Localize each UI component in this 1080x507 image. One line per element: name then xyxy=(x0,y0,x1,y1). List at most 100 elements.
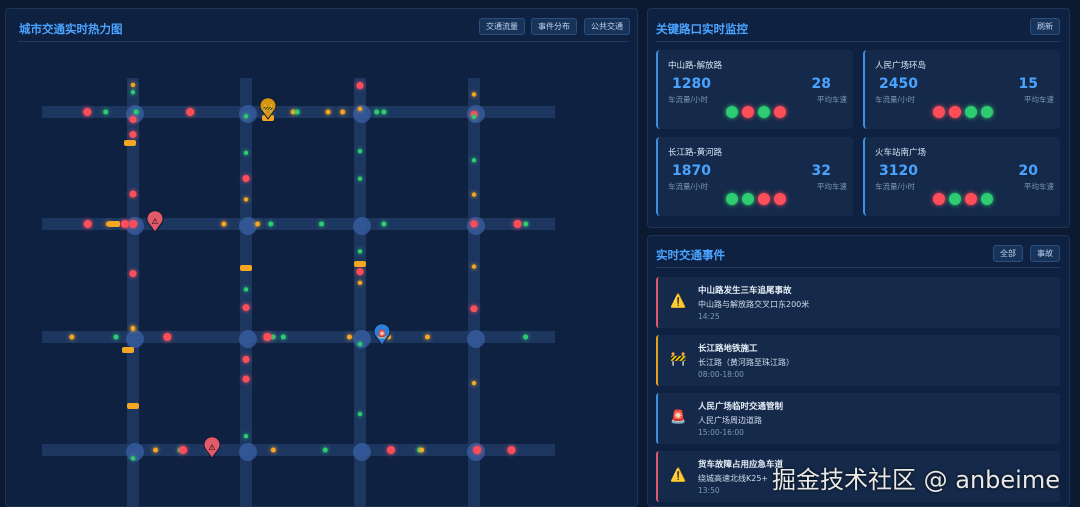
event-title: 货车故障占用应急车道 xyxy=(698,460,784,470)
traffic-dot xyxy=(470,220,478,228)
traffic-dot xyxy=(130,82,136,88)
traffic-dot xyxy=(280,334,286,340)
event-icon: ⚠️ xyxy=(670,468,687,483)
event-location: 人民广场周边道路 xyxy=(698,416,762,425)
intersection xyxy=(353,217,371,235)
signal-light-red xyxy=(757,193,770,205)
traffic-dot xyxy=(268,221,274,227)
traffic-dot xyxy=(386,446,395,454)
traffic-dot xyxy=(129,190,137,198)
signal-light-red xyxy=(773,193,786,205)
event-icon: 🚧 xyxy=(670,352,687,367)
event-time: 13:50 xyxy=(698,486,720,495)
traffic-dot xyxy=(471,158,477,163)
traffic-dot xyxy=(69,334,75,340)
traffic-dot xyxy=(357,411,363,417)
flow-label: 车流量/小时 xyxy=(668,95,709,104)
speed-label: 平均车速 xyxy=(1024,182,1054,191)
traffic-dot xyxy=(243,114,249,119)
intersection-name: 火车站南广场 xyxy=(875,148,927,158)
intersection xyxy=(126,443,144,461)
traffic-dot xyxy=(163,333,172,341)
signal-lights xyxy=(865,106,1060,118)
road-vertical xyxy=(240,78,252,507)
road-vertical xyxy=(354,78,366,507)
event-distribution-button[interactable]: 事件分布 xyxy=(531,18,577,35)
divider xyxy=(656,41,1061,42)
event-item[interactable]: 🚧 长江路地铁施工 长江路（黄河路至珠江路） 08:00-18:00 xyxy=(656,335,1060,386)
event-location: 绕城高速北线K25+ xyxy=(698,474,769,483)
filter-all-button[interactable]: 全部 xyxy=(993,245,1023,262)
flow-value: 1870 xyxy=(672,163,711,179)
traffic-dot xyxy=(243,197,249,202)
traffic-dot xyxy=(346,334,352,340)
traffic-dot xyxy=(357,280,363,285)
siren-icon: 🚨 xyxy=(377,329,387,339)
road-horizontal xyxy=(42,218,555,230)
traffic-dot xyxy=(340,109,346,115)
filter-accident-button[interactable]: 事故 xyxy=(1030,245,1060,262)
event-marker-accident xyxy=(203,436,221,459)
traffic-dot xyxy=(471,92,477,97)
road-vertical xyxy=(468,78,480,507)
traffic-segment xyxy=(122,347,134,353)
traffic-dot xyxy=(243,433,249,439)
event-item[interactable]: 🚨 人民广场临时交通管制 人民广场周边道路 15:00-16:00 xyxy=(656,393,1060,444)
public-transit-button[interactable]: 公共交通 xyxy=(584,18,630,35)
signal-light-red xyxy=(932,106,945,118)
heatmap-title: 城市交通实时热力图 xyxy=(19,22,123,36)
traffic-flow-button[interactable]: 交通流量 xyxy=(479,18,525,35)
road-horizontal xyxy=(42,331,555,343)
signal-lights xyxy=(658,193,853,205)
traffic-dot xyxy=(129,270,137,278)
traffic-dot xyxy=(470,305,478,313)
intersection-card[interactable]: 长江路-黄河路 1870 车流量/小时 32 平均车速 xyxy=(656,137,853,216)
event-time: 15:00-16:00 xyxy=(698,428,744,437)
watermark: 掘金技术社区 @ anbeime xyxy=(772,466,1060,494)
intersection-card[interactable]: 中山路-解放路 1280 车流量/小时 28 平均车速 xyxy=(656,50,853,129)
intersection-card[interactable]: 人民广场环岛 2450 车流量/小时 15 平均车速 xyxy=(863,50,1060,129)
flow-value: 1280 xyxy=(672,76,711,92)
intersection xyxy=(239,105,257,123)
traffic-dot xyxy=(357,341,363,347)
event-location: 长江路（黄河路至珠江路） xyxy=(698,358,794,367)
traffic-dot xyxy=(513,220,522,228)
traffic-dot xyxy=(471,380,477,386)
warning-icon: ⚠ xyxy=(208,443,215,452)
traffic-dot xyxy=(471,264,477,269)
signal-light-red xyxy=(964,193,977,205)
refresh-button[interactable]: 刷新 xyxy=(1030,18,1060,35)
signal-light-red xyxy=(948,106,961,118)
intersection xyxy=(353,330,371,348)
traffic-dot xyxy=(129,220,138,228)
traffic-dot xyxy=(356,82,364,90)
traffic-dot xyxy=(83,220,92,228)
event-icon: ⚠️ xyxy=(670,294,687,309)
event-marker-accident xyxy=(146,210,164,233)
flow-label: 车流量/小时 xyxy=(668,182,709,191)
intersection xyxy=(239,443,257,461)
intersection-card[interactable]: 火车站南广场 3120 车流量/小时 20 平均车速 xyxy=(863,137,1060,216)
flow-value: 3120 xyxy=(879,163,918,179)
event-item[interactable]: ⚠️ 货车故障占用应急车道 绕城高速北线K25+ 13:50 xyxy=(656,451,1060,502)
intersection-name: 长江路-黄河路 xyxy=(668,148,723,158)
traffic-dot xyxy=(374,109,380,115)
traffic-dot xyxy=(381,221,387,227)
signal-light-green xyxy=(980,106,993,118)
traffic-segment xyxy=(354,261,366,267)
flow-label: 车流量/小时 xyxy=(875,182,916,191)
flow-value: 2450 xyxy=(879,76,918,92)
traffic-dot xyxy=(120,220,129,228)
divider xyxy=(656,267,1061,268)
signal-light-red xyxy=(741,106,754,118)
traffic-map[interactable]: 🚧 ⚠ 🚨 ⚠ xyxy=(0,0,640,507)
traffic-dot xyxy=(473,446,482,454)
event-item[interactable]: ⚠️ 中山路发生三车追尾事故 中山路与解放路交叉口东200米 14:25 xyxy=(656,277,1060,328)
heatmap-panel: 城市交通实时热力图 交通流量 事件分布 公共交通 xyxy=(5,8,638,507)
intersection-name: 中山路-解放路 xyxy=(668,61,723,71)
traffic-dot xyxy=(130,326,136,331)
speed-label: 平均车速 xyxy=(817,95,847,104)
intersection xyxy=(353,105,371,123)
intersection xyxy=(126,330,144,348)
traffic-dot xyxy=(424,334,430,340)
